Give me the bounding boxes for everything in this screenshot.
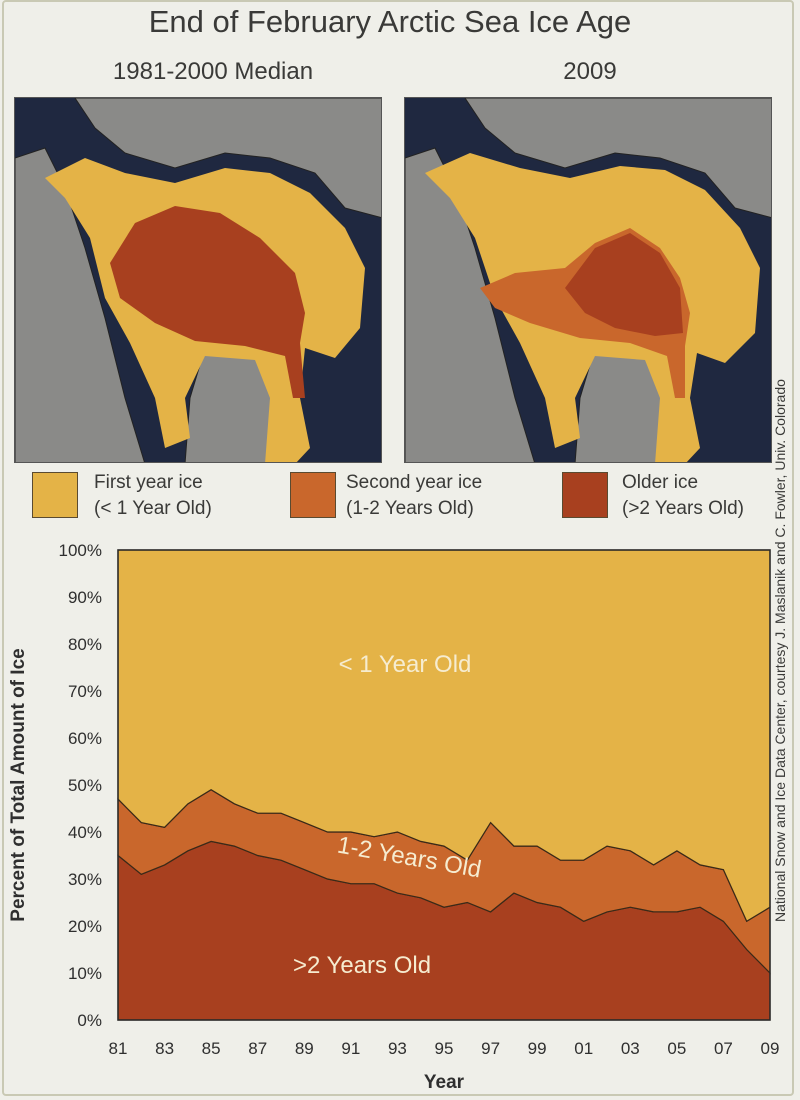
y-tick-label: 90%: [68, 588, 102, 607]
y-tick-label: 30%: [68, 870, 102, 889]
x-tick-label: 81: [109, 1039, 128, 1058]
map-label-median: 1981-2000 Median: [112, 58, 314, 85]
legend-item-older: Older ice (>2 Years Old): [622, 470, 744, 522]
x-tick-label: 09: [761, 1039, 780, 1058]
older-ice: [110, 206, 305, 398]
area-label-older: >2 Years Old: [293, 952, 431, 979]
land-west: [405, 147, 535, 462]
y-axis-title: Percent of Total Amount of Ice: [8, 648, 29, 921]
x-tick-label: 95: [435, 1039, 454, 1058]
x-tick-label: 83: [155, 1039, 174, 1058]
x-axis-title: Year: [424, 1072, 465, 1093]
x-tick-label: 89: [295, 1039, 314, 1058]
legend-older-sublabel: (>2 Years Old): [622, 498, 744, 519]
x-tick-label: 05: [667, 1039, 686, 1058]
y-tick-label: 70%: [68, 682, 102, 701]
y-tick-label: 40%: [68, 823, 102, 842]
x-tick-label: 99: [528, 1039, 547, 1058]
legend-swatch-first-year: [32, 472, 78, 518]
legend-first-year-label: First year ice: [94, 472, 203, 493]
x-tick-label: 01: [574, 1039, 593, 1058]
stacked-area-chart: 0% 10% 20% 30% 40% 50% 60% 70% 80% 90% 100% 81 83 85 8…: [8, 541, 780, 1093]
y-tick-label: 60%: [68, 729, 102, 748]
x-tick-label: 87: [248, 1039, 267, 1058]
legend-second-year-sublabel: (1-2 Years Old): [346, 498, 474, 519]
legend-item-second-year: Second year ice (1-2 Years Old): [346, 470, 482, 522]
y-tick-label: 100%: [59, 541, 102, 560]
legend-item-first-year: First year ice (< 1 Year Old): [94, 470, 212, 522]
legend-first-year-sublabel: (< 1 Year Old): [94, 498, 212, 519]
older-ice: [565, 233, 683, 336]
x-tick-label: 85: [202, 1039, 221, 1058]
x-tick-label: 97: [481, 1039, 500, 1058]
map-label-2009: 2009: [563, 58, 617, 85]
legend-second-year-label: Second year ice: [346, 472, 483, 493]
legend-swatch-older: [562, 472, 608, 518]
map-2009: [404, 97, 772, 463]
y-tick-label: 80%: [68, 635, 102, 654]
land-west: [15, 147, 145, 462]
y-tick-label: 10%: [68, 964, 102, 983]
page-title: End of February Arctic Sea Ice Age: [148, 4, 632, 39]
x-tick-label: 93: [388, 1039, 407, 1058]
legend-swatch-second-year: [290, 472, 336, 518]
land-eurasia: [464, 98, 771, 218]
map-median: [14, 97, 382, 463]
x-tick-label: 03: [621, 1039, 640, 1058]
legend-older-label: Older ice: [622, 472, 699, 493]
y-tick-label: 20%: [68, 917, 102, 936]
x-tick-label: 07: [714, 1039, 733, 1058]
area-label-first-year: < 1 Year Old: [339, 651, 472, 678]
y-tick-label: 50%: [68, 776, 102, 795]
land-eurasia: [74, 98, 381, 218]
y-tick-label: 0%: [77, 1011, 102, 1030]
plot-border: [117, 549, 771, 1021]
x-tick-label: 91: [341, 1039, 360, 1058]
